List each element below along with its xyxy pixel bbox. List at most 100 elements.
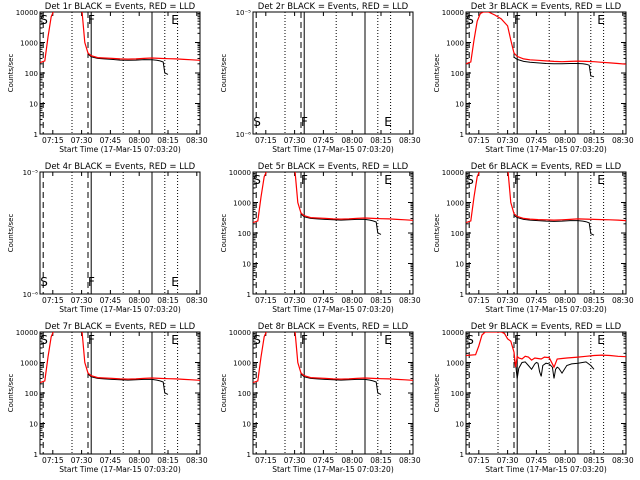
x-tick-label: 08:15 xyxy=(157,136,179,145)
y-tick-label: 1000 xyxy=(446,40,464,48)
marker-label-s: S xyxy=(253,173,261,187)
x-tick-label: 08:30 xyxy=(186,136,208,145)
marker-label-f: F xyxy=(514,173,521,187)
x-tick-label: 08:30 xyxy=(399,456,421,465)
x-tick-label: 08:00 xyxy=(128,296,150,305)
series-line-lld xyxy=(466,12,626,65)
y-tick-label: 100 xyxy=(451,70,464,78)
series-group xyxy=(253,172,413,235)
x-tick-label: 07:45 xyxy=(526,296,548,305)
marker-label-e: E xyxy=(384,115,392,129)
y-tick-label: 10000 xyxy=(442,169,464,177)
y-axis-title: Counts/sec xyxy=(220,214,228,253)
series-line-events xyxy=(513,214,595,236)
y-tick-label: 10000 xyxy=(16,9,38,17)
y-tick-label: 1 xyxy=(460,131,464,139)
panel-det4: Det 4r BLACK = Events, RED = LLD 07:15 07:… xyxy=(7,162,208,314)
series-line-lld xyxy=(253,332,413,384)
y-tick-label: 1 xyxy=(34,131,38,139)
y-tick-label: 100 xyxy=(238,230,251,238)
y-tick-label: 10⁻⁵ xyxy=(236,9,252,17)
panel-title: Det 5r BLACK = Events, RED = LLD xyxy=(258,162,409,172)
series-group xyxy=(466,332,626,379)
x-tick-label: 07:15 xyxy=(255,136,277,145)
x-tick-label: 07:45 xyxy=(100,296,122,305)
x-tick-label: 08:15 xyxy=(157,456,179,465)
x-tick-label: 07:15 xyxy=(42,456,64,465)
y-axis-title: Counts/sec xyxy=(220,374,228,413)
x-tick-label: 08:00 xyxy=(128,136,150,145)
y-tick-label: 10000 xyxy=(442,9,464,17)
y-tick-label: 10 xyxy=(29,421,38,429)
panel-title: Det 2r BLACK = Events, RED = LLD xyxy=(258,2,409,12)
y-tick-label: 10000 xyxy=(442,329,464,337)
marker-label-f: F xyxy=(514,333,521,347)
y-axis-title: Counts/sec xyxy=(433,214,441,253)
plot-frame xyxy=(39,11,201,135)
x-tick-label: 07:15 xyxy=(468,456,490,465)
panel-title: Det 1r BLACK = Events, RED = LLD xyxy=(45,2,196,12)
x-tick-label: 07:30 xyxy=(71,296,93,305)
plot-frame xyxy=(39,171,201,295)
x-tick-label: 08:15 xyxy=(370,136,392,145)
y-tick-label: 1000 xyxy=(20,360,38,368)
y-axis-title: Counts/sec xyxy=(220,54,228,93)
marker-label-s: S xyxy=(40,13,48,27)
x-tick-label: 08:30 xyxy=(612,136,634,145)
x-tick-label: 07:45 xyxy=(100,136,122,145)
x-tick-label: 08:30 xyxy=(186,296,208,305)
panel-title: Det 6r BLACK = Events, RED = LLD xyxy=(471,162,622,172)
x-tick-label: 08:15 xyxy=(583,136,605,145)
series-line-events xyxy=(513,358,595,379)
x-tick-label: 07:30 xyxy=(497,296,519,305)
y-tick-label: 1000 xyxy=(20,40,38,48)
series-line-lld xyxy=(40,332,200,384)
panel-det5: Det 5r BLACK = Events, RED = LLD 07:15 07:… xyxy=(220,162,421,314)
x-axis-title: Start Time (17-Mar-15 07:03:20) xyxy=(59,465,181,474)
y-axis-title: Counts/sec xyxy=(433,374,441,413)
x-tick-label: 08:00 xyxy=(341,456,363,465)
x-tick-label: 07:30 xyxy=(497,136,519,145)
y-tick-label: 100 xyxy=(25,390,38,398)
panel-det6: Det 6r BLACK = Events, RED = LLD 07:15 07:… xyxy=(433,162,634,314)
y-tick-label: 1000 xyxy=(446,360,464,368)
y-tick-label: 100 xyxy=(238,390,251,398)
marker-label-s: S xyxy=(466,13,474,27)
panel-det7: Det 7r BLACK = Events, RED = LLD 07:15 07:… xyxy=(7,322,208,474)
series-line-lld xyxy=(466,332,626,369)
plot-frame xyxy=(465,331,627,455)
y-tick-label: 1 xyxy=(460,451,464,459)
x-axis-title: Start Time (17-Mar-15 07:03:20) xyxy=(485,305,607,314)
series-line-events xyxy=(513,56,595,78)
x-tick-label: 08:00 xyxy=(341,136,363,145)
marker-label-f: F xyxy=(88,333,95,347)
plot-frame xyxy=(252,171,414,295)
marker-label-s: S xyxy=(253,333,261,347)
series-line-lld xyxy=(40,12,200,64)
panel-det9: Det 9r BLACK = Events, RED = LLD 07:15 07:… xyxy=(433,322,634,474)
series-group xyxy=(40,332,200,395)
panel-det8: Det 8r BLACK = Events, RED = LLD 07:15 07:… xyxy=(220,322,421,474)
marker-label-f: F xyxy=(301,333,308,347)
x-tick-label: 07:30 xyxy=(284,456,306,465)
y-tick-label: 1 xyxy=(34,451,38,459)
y-tick-label: 1 xyxy=(247,291,251,299)
plot-frame xyxy=(252,331,414,455)
marker-label-e: E xyxy=(597,173,605,187)
x-tick-label: 08:15 xyxy=(157,296,179,305)
x-tick-label: 07:15 xyxy=(255,456,277,465)
x-tick-label: 08:15 xyxy=(583,456,605,465)
y-tick-label: 1000 xyxy=(233,200,251,208)
x-tick-label: 07:45 xyxy=(313,136,335,145)
marker-label-s: S xyxy=(466,333,474,347)
y-tick-label: 100 xyxy=(451,390,464,398)
y-tick-label: 10 xyxy=(29,101,38,109)
y-tick-label: 1 xyxy=(460,291,464,299)
marker-label-e: E xyxy=(384,333,392,347)
panel-title: Det 4r BLACK = Events, RED = LLD xyxy=(45,162,196,172)
x-tick-label: 08:30 xyxy=(612,296,634,305)
x-tick-label: 07:30 xyxy=(71,136,93,145)
y-tick-label: 1 xyxy=(247,451,251,459)
y-tick-label: 10 xyxy=(242,261,251,269)
y-tick-label: 1000 xyxy=(233,360,251,368)
